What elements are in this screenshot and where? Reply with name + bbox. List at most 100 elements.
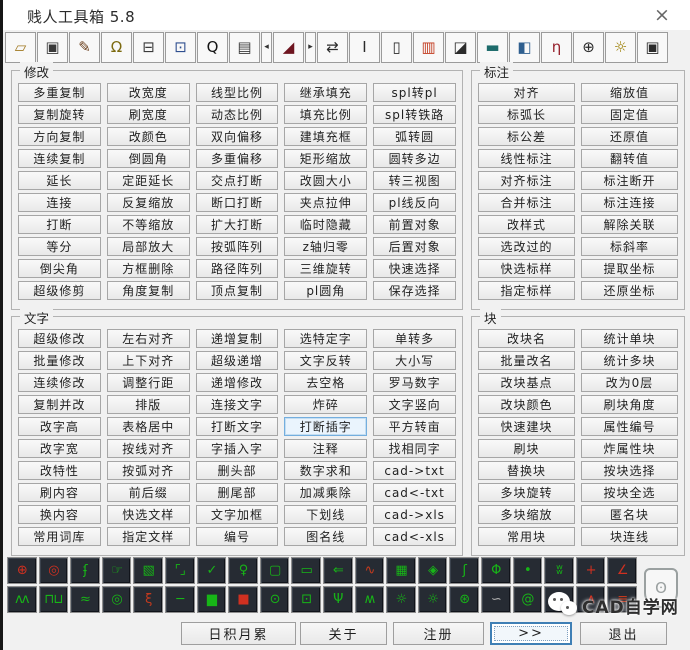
search-icon-button[interactable]: Q xyxy=(197,32,228,63)
text-button[interactable]: 炸碎 xyxy=(284,395,368,414)
about-button[interactable]: 关于 xyxy=(300,622,387,645)
text-button[interactable]: 注释 xyxy=(284,439,368,458)
dimension-button[interactable]: 选改过的 xyxy=(478,237,575,256)
dimension-button[interactable]: 指定标样 xyxy=(478,281,575,300)
text-button[interactable]: 批量修改 xyxy=(18,351,101,370)
text-button[interactable]: 编号 xyxy=(195,527,279,546)
text-button[interactable]: 文字加框 xyxy=(195,505,279,524)
text-button[interactable]: 递增修改 xyxy=(195,373,279,392)
dimension-button[interactable]: 线性标注 xyxy=(478,149,575,168)
red-cross-icon-button[interactable]: + xyxy=(575,557,606,584)
circle-diameter-icon-button[interactable]: Φ xyxy=(481,557,511,584)
dimension-button[interactable]: 快选标样 xyxy=(478,259,575,278)
modify-button[interactable]: 方向复制 xyxy=(18,127,101,146)
block-button[interactable]: 替换块 xyxy=(478,461,575,480)
modify-button[interactable]: 定距延长 xyxy=(106,171,190,190)
dimension-button[interactable]: 标注断开 xyxy=(581,171,678,190)
rings-icon-button[interactable]: ◎ xyxy=(101,586,132,613)
modify-button[interactable]: 倒尖角 xyxy=(18,259,101,278)
corner-marks-icon-button[interactable]: ⌜⌟ xyxy=(165,557,195,584)
modify-button[interactable]: 保存选择 xyxy=(373,281,456,300)
modify-button[interactable]: 矩形缩放 xyxy=(284,149,368,168)
text-button[interactable]: 前后缀 xyxy=(106,483,190,502)
close-icon[interactable]: × xyxy=(654,4,670,26)
text-button[interactable]: 指定文样 xyxy=(106,527,190,546)
target-circle-icon-button[interactable]: ◎ xyxy=(38,557,69,584)
modify-button[interactable]: pl线反向 xyxy=(373,193,456,212)
eraser-icon-button[interactable]: ◢ xyxy=(273,32,304,63)
modify-button[interactable]: 建填充框 xyxy=(284,127,368,146)
color-bars-icon-button[interactable]: ▥ xyxy=(413,32,444,63)
text-button[interactable]: 文字竖向 xyxy=(373,395,456,414)
modify-button[interactable]: 角度复制 xyxy=(106,281,190,300)
angle-icon-button[interactable]: ∠ xyxy=(607,557,637,584)
modify-button[interactable]: 三维旋转 xyxy=(284,259,368,278)
filled-rect-icon-button[interactable]: ▆ xyxy=(196,586,227,613)
square-wave-icon-button[interactable]: ⊓⊔ xyxy=(38,586,69,613)
modify-button[interactable]: 前置对象 xyxy=(373,215,456,234)
modify-button[interactable]: 局部放大 xyxy=(106,237,190,256)
next-arrow-icon-button[interactable]: ▸ xyxy=(305,32,316,63)
modify-button[interactable]: spl转pl xyxy=(373,83,456,102)
chevron-icon-button[interactable]: ∧ xyxy=(575,586,606,613)
modify-button[interactable]: 继承填充 xyxy=(284,83,368,102)
text-button[interactable]: 改特性 xyxy=(18,461,101,480)
dimension-button[interactable]: 对齐 xyxy=(478,83,575,102)
modify-button[interactable]: 连接 xyxy=(18,193,101,212)
expand-button[interactable]: >> xyxy=(490,622,572,645)
modify-button[interactable]: 等分 xyxy=(18,237,101,256)
table-icon-button[interactable]: ▦ xyxy=(386,557,416,584)
crosshair-icon-button[interactable]: ⊕ xyxy=(573,32,604,63)
text-button[interactable]: 数字求和 xyxy=(284,461,368,480)
modify-button[interactable]: 转三视图 xyxy=(373,171,456,190)
modify-button[interactable]: 改圆大小 xyxy=(284,171,368,190)
document-icon-button[interactable]: ▯ xyxy=(381,32,412,63)
text-button[interactable]: 按线对齐 xyxy=(106,439,190,458)
fence-icon-button[interactable]: ▧ xyxy=(133,557,163,584)
dimension-button[interactable]: 标注连接 xyxy=(581,193,678,212)
hook-icon-button[interactable]: ξ xyxy=(133,586,163,613)
peaks-icon-button[interactable]: ʍ xyxy=(354,586,385,613)
modify-button[interactable]: 改宽度 xyxy=(106,83,190,102)
printer-icon-button[interactable]: ▣ xyxy=(37,32,68,63)
prev-arrow-icon-button[interactable]: ◂ xyxy=(261,32,272,63)
block-button[interactable]: 炸属性块 xyxy=(581,439,678,458)
text-button[interactable]: 打断插字 xyxy=(284,417,368,436)
block-button[interactable]: 改块基点 xyxy=(478,373,575,392)
zigzag-icon-button[interactable]: ʌʌ xyxy=(7,586,37,613)
text-button[interactable]: 快选文样 xyxy=(106,505,190,524)
text-button[interactable]: cad->txt xyxy=(373,461,456,480)
text-button[interactable]: 刷内容 xyxy=(18,483,101,502)
brush-icon-button[interactable]: ✎ xyxy=(69,32,100,63)
dimension-button[interactable]: 解除关联 xyxy=(581,215,678,234)
dimension-button[interactable]: 固定值 xyxy=(581,105,678,124)
modify-button[interactable]: 夹点拉伸 xyxy=(284,193,368,212)
pipe-icon-button[interactable]: ∽ xyxy=(481,586,511,613)
open-folder-icon-button[interactable]: ▱ xyxy=(5,32,36,63)
block-button[interactable]: 改块颜色 xyxy=(478,395,575,414)
modify-button[interactable]: 弧转圆 xyxy=(373,127,456,146)
block-button[interactable]: 刷块角度 xyxy=(581,395,678,414)
dimension-button[interactable]: 合并标注 xyxy=(478,193,575,212)
text-button[interactable]: 连续修改 xyxy=(18,373,101,392)
modify-button[interactable]: 交点打断 xyxy=(195,171,279,190)
gear-dot-icon-button[interactable]: ☼ xyxy=(417,586,448,613)
printer-settings-icon-button[interactable]: ⊟ xyxy=(133,32,164,63)
text-button[interactable]: 平方转亩 xyxy=(373,417,456,436)
antenna-icon-button[interactable]: Ψ xyxy=(323,586,353,613)
spiral-icon-button[interactable]: @ xyxy=(512,586,543,613)
modify-button[interactable]: 反复缩放 xyxy=(106,193,190,212)
block-button[interactable]: 改块名 xyxy=(478,329,575,348)
hand-icon-button[interactable]: ☞ xyxy=(101,557,132,584)
ink-bottle-icon-button[interactable]: Ω xyxy=(101,32,132,63)
modify-button[interactable]: 超级修剪 xyxy=(18,281,101,300)
layers-icon-button[interactable]: ≡ xyxy=(607,586,637,613)
ribbon-icon-button[interactable]: η xyxy=(541,32,572,63)
star-icon-button[interactable]: ◈ xyxy=(417,557,448,584)
daily-tips-button[interactable]: 日积月累 xyxy=(181,622,296,645)
modify-button[interactable]: 路径阵列 xyxy=(195,259,279,278)
text-button[interactable]: 上下对齐 xyxy=(106,351,190,370)
modify-button[interactable]: 倒圆角 xyxy=(106,149,190,168)
text-button[interactable]: 递增复制 xyxy=(195,329,279,348)
text-button[interactable]: 按弧对齐 xyxy=(106,461,190,480)
